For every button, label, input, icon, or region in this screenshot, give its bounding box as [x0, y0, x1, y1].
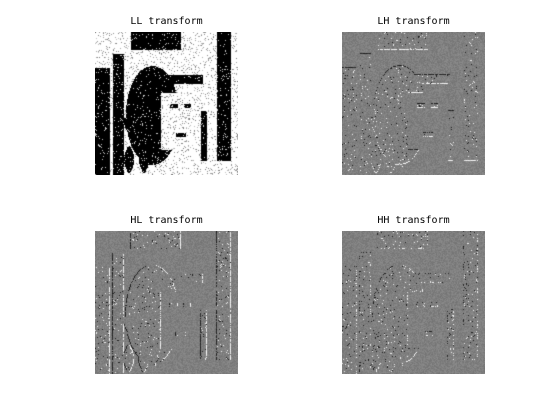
lh-transform-image — [342, 32, 485, 175]
panel-title-ll: LL transform — [130, 16, 203, 27]
hh-transform-image — [342, 231, 485, 374]
ll-transform-image — [95, 32, 238, 175]
panel-title-lh: LH transform — [377, 16, 450, 27]
panel-title-hl: HL transform — [130, 215, 203, 226]
hl-transform-image — [95, 231, 238, 374]
panel-title-hh: HH transform — [377, 215, 450, 226]
